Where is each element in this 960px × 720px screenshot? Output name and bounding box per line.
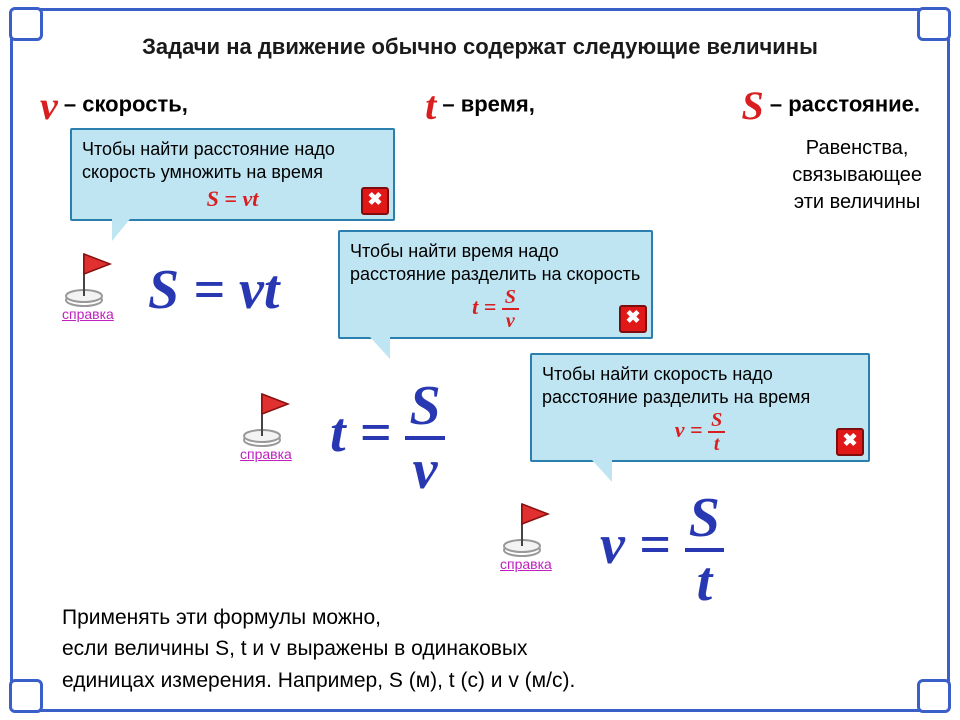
formula-num: S xyxy=(708,410,725,433)
variables-row: v – скорость, t – время, S – расстояние. xyxy=(0,82,960,129)
close-icon[interactable]: ✖ xyxy=(361,187,389,215)
formula-time: t = Sv xyxy=(330,378,445,498)
callout-text: Чтобы найти скорость надо расстояние раз… xyxy=(542,363,858,408)
callout-text: Чтобы найти расстояние надо скорость умн… xyxy=(82,138,383,183)
bottom-line: единицах измерения. Например, S (м), t (… xyxy=(62,665,575,697)
reference-link[interactable]: справка xyxy=(240,446,300,462)
var-s: S – расстояние. xyxy=(627,82,920,129)
callout-time: Чтобы найти время надо расстояние раздел… xyxy=(338,230,653,339)
label-t: – время, xyxy=(436,91,535,116)
callout-text: Чтобы найти время надо расстояние раздел… xyxy=(350,240,641,285)
formula-den: t xyxy=(708,433,725,454)
callout-distance: Чтобы найти расстояние надо скорость умн… xyxy=(70,128,395,221)
bottom-line: если величины S, t и v выражены в одинак… xyxy=(62,633,575,665)
label-v: – скорость, xyxy=(58,91,188,116)
symbol-t: t xyxy=(425,83,436,128)
callout-tail xyxy=(592,460,612,482)
symbol-s: S xyxy=(742,83,764,128)
right-note: Равенства, связывающее эти величины xyxy=(792,135,922,216)
formula-lhs: v = xyxy=(600,514,685,576)
var-v: v – скорость, xyxy=(40,82,333,129)
formula-num: S xyxy=(405,378,444,440)
formula-lhs: t = xyxy=(330,402,405,464)
right-note-line: связывающее xyxy=(792,162,922,189)
formula-den: v xyxy=(405,440,444,498)
bottom-line: Применять эти формулы можно, xyxy=(62,602,575,634)
formula-den: t xyxy=(685,552,724,610)
callout-formula: v = St xyxy=(542,410,858,454)
callout-formula: S = vt xyxy=(82,185,383,213)
formula-den: v xyxy=(502,310,519,331)
formula-lhs: t = xyxy=(472,294,502,319)
close-icon[interactable]: ✖ xyxy=(836,428,864,456)
callout-tail xyxy=(112,219,130,241)
reference-link[interactable]: справка xyxy=(62,306,122,322)
formula-num: S xyxy=(502,287,519,310)
page: Задачи на движение обычно содержат следу… xyxy=(0,0,960,720)
close-icon[interactable]: ✖ xyxy=(619,305,647,333)
frame-corner xyxy=(9,679,43,713)
callout-tail xyxy=(370,337,390,359)
right-note-line: Равенства, xyxy=(792,135,922,162)
flag-marker: справка xyxy=(500,498,560,578)
formula-distance: S = vt xyxy=(148,258,279,322)
formula-speed: v = St xyxy=(600,490,724,610)
flag-icon xyxy=(62,248,122,308)
callout-speed: Чтобы найти скорость надо расстояние раз… xyxy=(530,353,870,462)
bottom-note: Применять эти формулы можно, если величи… xyxy=(62,602,575,697)
flag-icon xyxy=(500,498,560,558)
flag-marker: справка xyxy=(62,248,122,328)
page-title: Задачи на движение обычно содержат следу… xyxy=(0,34,960,60)
flag-marker: справка xyxy=(240,388,300,468)
label-s: – расстояние. xyxy=(764,91,920,116)
formula-lhs: v = xyxy=(675,417,708,442)
reference-link[interactable]: справка xyxy=(500,556,560,572)
formula-num: S xyxy=(685,490,724,552)
right-note-line: эти величины xyxy=(792,189,922,216)
var-t: t – время, xyxy=(333,82,626,129)
frame-corner xyxy=(917,679,951,713)
callout-formula: t = Sv xyxy=(350,287,641,331)
symbol-v: v xyxy=(40,83,58,128)
flag-icon xyxy=(240,388,300,448)
